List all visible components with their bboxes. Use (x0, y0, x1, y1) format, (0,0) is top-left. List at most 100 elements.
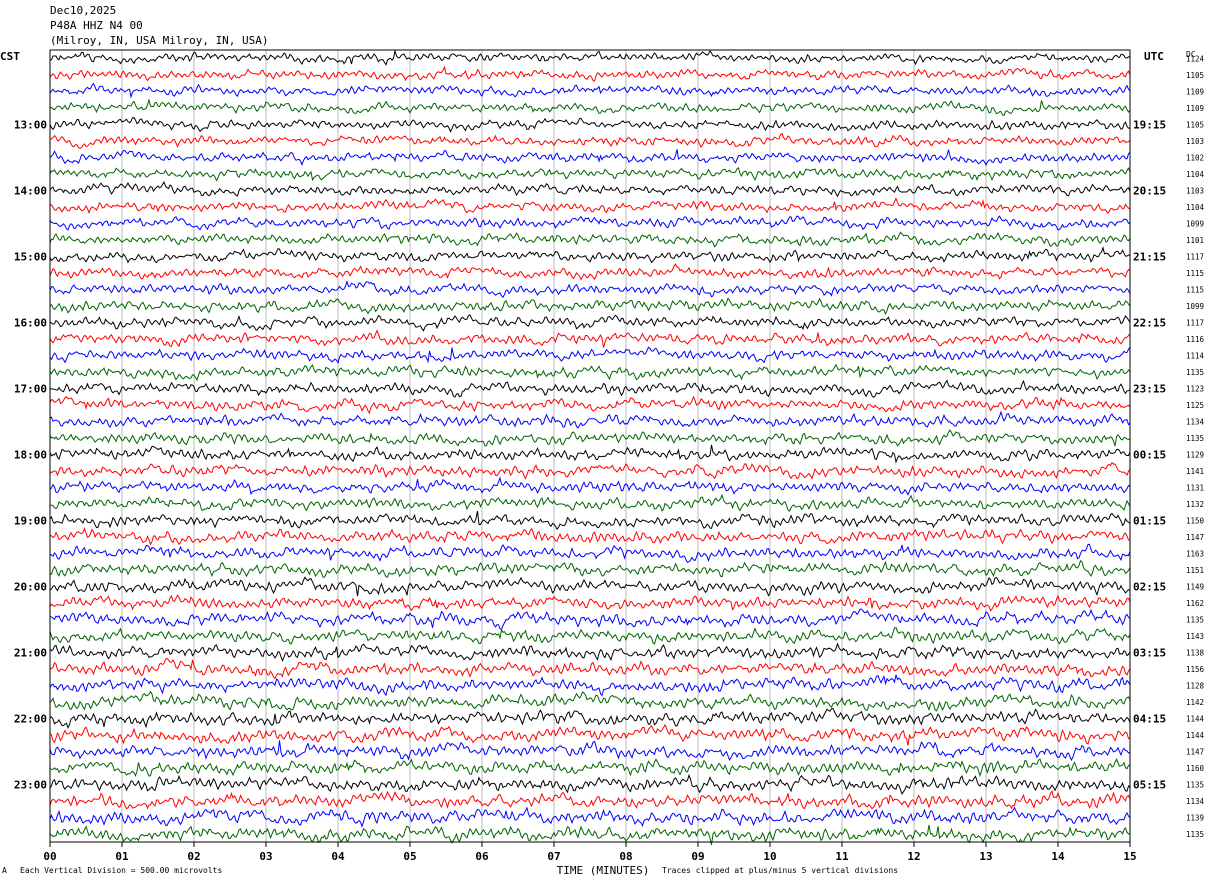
cst-label-22:00: 22:00 (14, 712, 47, 725)
trace-row-28 (49, 510, 1131, 531)
dc-offset-row-20: 1123 (1186, 384, 1204, 393)
dc-offset-row-39: 1142 (1186, 698, 1204, 707)
dc-offset-row-2: 1109 (1186, 87, 1204, 96)
cst-label-20:00: 20:00 (14, 580, 47, 593)
x-tick-label-05: 05 (403, 850, 416, 863)
utc-time-labels: 19:15 20:15 21:15 22:15 23:15 00:15 01:15 02:15… (1133, 118, 1166, 791)
trace-row-17 (49, 329, 1131, 348)
corner-mark: A (2, 866, 7, 875)
dc-offset-row-40: 1144 (1186, 714, 1205, 723)
trace-row-2 (49, 82, 1131, 99)
trace-row-42 (49, 740, 1131, 762)
utc-label-00:15: 00:15 (1133, 448, 1166, 461)
utc-label-19:15: 19:15 (1133, 118, 1166, 131)
x-tick-label-00: 00 (43, 850, 56, 863)
trace-row-1 (49, 65, 1131, 82)
plot-border (49, 49, 1131, 843)
dc-offset-row-23: 1135 (1186, 434, 1204, 443)
dc-offset-row-35: 1143 (1186, 632, 1204, 641)
dc-offset-row-25: 1141 (1186, 467, 1204, 476)
trace-row-44 (49, 773, 1131, 795)
trace-row-6 (49, 149, 1131, 167)
trace-row-14 (49, 279, 1131, 299)
trace-row-7 (49, 166, 1131, 182)
dc-offset-row-10: 1099 (1186, 219, 1204, 228)
cst-label-23:00: 23:00 (14, 778, 47, 791)
trace-row-18 (49, 346, 1131, 364)
trace-row-5 (49, 132, 1131, 149)
utc-axis-label: UTC (1144, 50, 1164, 63)
dc-offset-row-44: 1135 (1186, 780, 1204, 789)
dc-offset-row-42: 1147 (1186, 747, 1204, 756)
utc-label-21:15: 21:15 (1133, 250, 1166, 263)
cst-label-19:00: 19:00 (14, 514, 47, 527)
cst-time-labels: 13:00 14:00 15:00 16:00 17:00 18:00 19:00 20:00… (14, 118, 47, 791)
trace-row-19 (49, 363, 1131, 382)
dc-offset-labels: 1124 1105 1109 1109 1105 1103 1102 1104 1103 1104… (1186, 54, 1205, 839)
trace-row-10 (49, 215, 1131, 231)
dc-offset-row-41: 1144 (1186, 731, 1205, 740)
cst-label-18:00: 18:00 (14, 448, 47, 461)
dc-offset-row-4: 1105 (1186, 120, 1204, 129)
dc-offset-row-17: 1116 (1186, 335, 1205, 344)
trace-row-16 (49, 314, 1131, 332)
x-tick-label-10: 10 (763, 850, 776, 863)
trace-row-30 (49, 543, 1131, 564)
x-tick-label-14: 14 (1051, 850, 1065, 863)
x-tick-label-07: 07 (547, 850, 560, 863)
trace-row-27 (50, 493, 1131, 512)
utc-label-22:15: 22:15 (1133, 316, 1166, 329)
utc-label-23:15: 23:15 (1133, 382, 1166, 395)
trace-row-29 (49, 527, 1131, 546)
x-tick-label-08: 08 (619, 850, 632, 863)
trace-row-33 (49, 594, 1131, 612)
dc-offset-row-6: 1102 (1186, 153, 1204, 162)
dc-offset-row-12: 1117 (1186, 252, 1204, 261)
x-tick-label-06: 06 (475, 850, 489, 863)
dc-offset-row-8: 1103 (1186, 186, 1204, 195)
dc-offset-row-33: 1162 (1186, 599, 1204, 608)
cst-label-17:00: 17:00 (14, 382, 47, 395)
trace-row-0 (49, 50, 1131, 66)
dc-offset-row-47: 1135 (1186, 830, 1204, 839)
trace-row-20 (49, 379, 1131, 398)
x-tick-label-11: 11 (835, 850, 849, 863)
trace-row-25 (49, 461, 1131, 480)
trace-row-34 (49, 608, 1131, 631)
cst-label-16:00: 16:00 (14, 316, 47, 329)
dc-offset-row-26: 1131 (1186, 483, 1204, 492)
cst-label-14:00: 14:00 (14, 184, 47, 197)
dc-column-label: DC (1186, 50, 1196, 59)
x-tick-label-01: 01 (115, 850, 129, 863)
dc-offset-row-9: 1104 (1186, 203, 1205, 212)
minute-gridlines (49, 50, 1131, 842)
dc-offset-row-0: 1124 (1186, 54, 1205, 63)
trace-row-31 (49, 559, 1131, 578)
utc-label-02:15: 02:15 (1133, 580, 1166, 593)
trace-row-26 (49, 476, 1131, 496)
dc-offset-row-1: 1105 (1186, 71, 1204, 80)
trace-row-15 (49, 297, 1131, 316)
trace-row-38 (49, 674, 1131, 697)
trace-row-11 (49, 231, 1131, 248)
dc-offset-row-24: 1129 (1186, 450, 1204, 459)
dc-offset-row-27: 1132 (1186, 500, 1204, 509)
x-axis-title: TIME (MINUTES) (557, 864, 650, 877)
dc-offset-row-37: 1156 (1186, 665, 1205, 674)
x-tick-label-12: 12 (907, 850, 920, 863)
dc-offset-row-34: 1135 (1186, 615, 1204, 624)
vertical-scale-note: Each Vertical Division = 500.00 microvol… (20, 866, 223, 875)
trace-row-47 (49, 824, 1131, 845)
trace-row-41 (49, 723, 1130, 746)
trace-row-21 (49, 395, 1131, 415)
plot-date: Dec10,2025 (50, 4, 117, 17)
dc-offset-row-11: 1101 (1186, 236, 1204, 245)
x-tick-label-13: 13 (979, 850, 992, 863)
trace-row-24 (49, 444, 1131, 464)
trace-row-40 (49, 707, 1131, 730)
trace-row-39 (49, 690, 1131, 712)
dc-offset-row-46: 1139 (1186, 813, 1204, 822)
trace-row-43 (49, 757, 1131, 778)
trace-row-3 (49, 98, 1131, 117)
